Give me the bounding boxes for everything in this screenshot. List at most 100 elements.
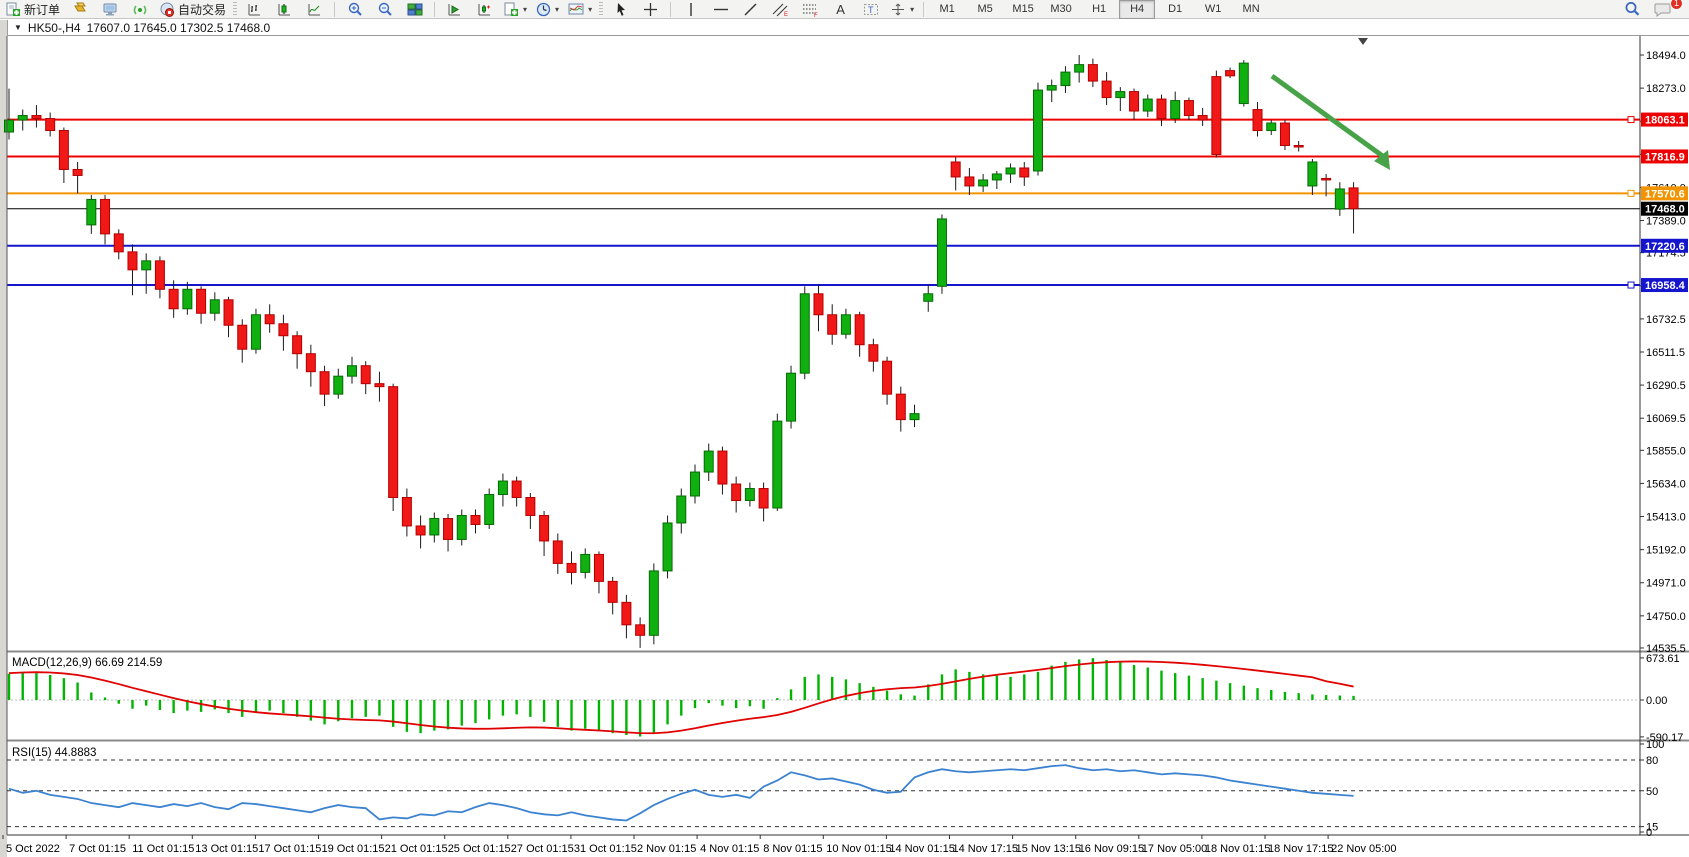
price-tick-label: 15855.0 xyxy=(1646,445,1686,457)
fibonacci-button[interactable]: F xyxy=(796,0,825,19)
timeframe-M5[interactable]: M5 xyxy=(977,3,993,15)
time-tick-label: 5 Oct 2022 xyxy=(6,843,60,855)
toolbar-separator xyxy=(334,1,336,17)
terminal-button[interactable] xyxy=(95,0,124,19)
clock-icon xyxy=(536,2,551,16)
line-endpoint-marker[interactable] xyxy=(1627,189,1635,197)
trend-arrow-line[interactable] xyxy=(1270,73,1386,160)
candle-body xyxy=(1183,100,1194,117)
candle-body xyxy=(100,198,111,235)
line-chart-button[interactable] xyxy=(300,0,329,19)
candle-body xyxy=(1129,91,1140,112)
gold-button[interactable] xyxy=(65,0,94,19)
candle-body xyxy=(964,176,975,187)
chat-button[interactable]: 1 xyxy=(1648,0,1683,19)
candle-body xyxy=(72,168,83,176)
price-level-badge-label: 17570.6 xyxy=(1645,188,1685,200)
candle-body xyxy=(1087,64,1098,82)
horizontal-line-button[interactable] xyxy=(706,0,735,19)
rsi-indicator-label: RSI(15) 44.8883 xyxy=(12,747,96,759)
price-tick-label: 16732.5 xyxy=(1646,314,1686,326)
candle-body xyxy=(264,314,275,325)
add-indicator-button[interactable]: ▾ xyxy=(500,0,531,19)
timeframe-D1[interactable]: D1 xyxy=(1168,3,1183,15)
trend-arrow-head[interactable] xyxy=(1374,150,1390,170)
crosshair-button[interactable] xyxy=(636,0,665,19)
label-button[interactable]: T xyxy=(856,0,885,19)
crosshair-icon xyxy=(644,2,658,16)
price-level-badge-label: 18063.1 xyxy=(1645,115,1685,127)
search-button[interactable] xyxy=(1618,0,1647,19)
zoom-in-icon xyxy=(348,2,362,16)
time-tick-label: 7 Oct 01:15 xyxy=(69,843,126,855)
line-endpoint-marker[interactable] xyxy=(1627,116,1635,124)
cursor-button[interactable] xyxy=(606,0,635,19)
time-tick-label: 14 Nov 01:15 xyxy=(889,843,954,855)
candle-body xyxy=(497,480,508,496)
text-button[interactable]: A xyxy=(826,0,855,19)
candle-body xyxy=(786,372,797,422)
search-icon xyxy=(1625,2,1640,16)
candle-body xyxy=(840,314,851,335)
candle-body xyxy=(1334,188,1345,210)
candle-body xyxy=(799,293,810,374)
price-level-badge-16958.4 xyxy=(1641,278,1688,293)
candle-body xyxy=(978,179,989,187)
candle-body xyxy=(690,471,700,497)
candle-body xyxy=(1074,64,1085,73)
price-tick-label: 15634.0 xyxy=(1646,478,1686,490)
candlestick-chart-button[interactable] xyxy=(270,0,299,19)
template-button[interactable]: ▾ xyxy=(564,0,596,19)
price-level-badge-17816.9 xyxy=(1641,149,1688,164)
candle-body xyxy=(443,517,454,540)
candle-body xyxy=(223,299,234,326)
candle-body xyxy=(1170,100,1181,120)
vertical-line-button[interactable] xyxy=(676,0,705,19)
candle-body xyxy=(580,553,591,573)
zoom-out-button[interactable] xyxy=(370,0,399,19)
time-tick-label: 11 Oct 01:15 xyxy=(132,843,194,855)
bar-chart-button[interactable] xyxy=(240,0,269,19)
candle-body xyxy=(1033,89,1043,172)
autotrade-button[interactable]: 自动交易 xyxy=(155,0,230,19)
signal-button[interactable] xyxy=(125,0,154,19)
timeframe-H4[interactable]: H4 xyxy=(1119,0,1156,19)
price-level-badge-label: 17220.6 xyxy=(1645,241,1685,253)
candle-body xyxy=(182,288,193,310)
zoom-in-button[interactable] xyxy=(340,0,369,19)
period-button[interactable]: ▾ xyxy=(532,0,563,19)
collapse-ohlc-icon[interactable]: ▼ xyxy=(14,23,22,32)
new-order-icon xyxy=(6,2,20,16)
candle-body xyxy=(895,393,906,421)
indicator-window-button[interactable] xyxy=(470,0,499,19)
time-tick-label: 31 Oct 01:15 xyxy=(574,843,637,855)
price-tick-label: 16511.5 xyxy=(1646,347,1685,359)
candle-body xyxy=(456,514,467,540)
line-chart-icon xyxy=(308,3,321,15)
time-tick-label: 16 Nov 09:15 xyxy=(1079,843,1144,855)
timeframe-H1[interactable]: H1 xyxy=(1092,3,1107,15)
chart-shift-marker-icon[interactable] xyxy=(1358,38,1368,45)
tile-windows-button[interactable] xyxy=(400,0,429,19)
timeframe-M15[interactable]: M15 xyxy=(1012,3,1034,15)
indicator-list-button[interactable] xyxy=(440,0,469,19)
price-chart-canvas[interactable]: 18494.018273.018052.017831.017610.017389… xyxy=(0,36,1689,857)
chart-background xyxy=(7,36,1689,857)
line-endpoint-marker[interactable] xyxy=(1627,281,1635,289)
chart-titlebar[interactable]: ▼ HK50-,H4 17607.0 17645.0 17302.5 17468… xyxy=(8,20,1689,36)
bar-chart-icon xyxy=(248,3,261,15)
cursor-icon xyxy=(617,2,625,16)
chat-badge: 1 xyxy=(1670,0,1683,10)
timeframe-W1[interactable]: W1 xyxy=(1204,3,1222,15)
shapes-button[interactable]: ▾ xyxy=(886,0,918,19)
toolbar-separator xyxy=(434,1,436,17)
trendline-button[interactable] xyxy=(736,0,765,19)
timeframe-M1[interactable]: M1 xyxy=(939,3,955,15)
candle-body xyxy=(58,130,69,170)
timeframe-MN[interactable]: MN xyxy=(1242,3,1260,15)
candle-body xyxy=(991,173,1002,181)
new-order-button[interactable]: 新订单 xyxy=(2,0,64,19)
equidistant-channel-button[interactable]: E xyxy=(766,0,795,19)
timeframe-M30[interactable]: M30 xyxy=(1050,3,1072,15)
rsi-tick-label: 50 xyxy=(1646,786,1658,798)
